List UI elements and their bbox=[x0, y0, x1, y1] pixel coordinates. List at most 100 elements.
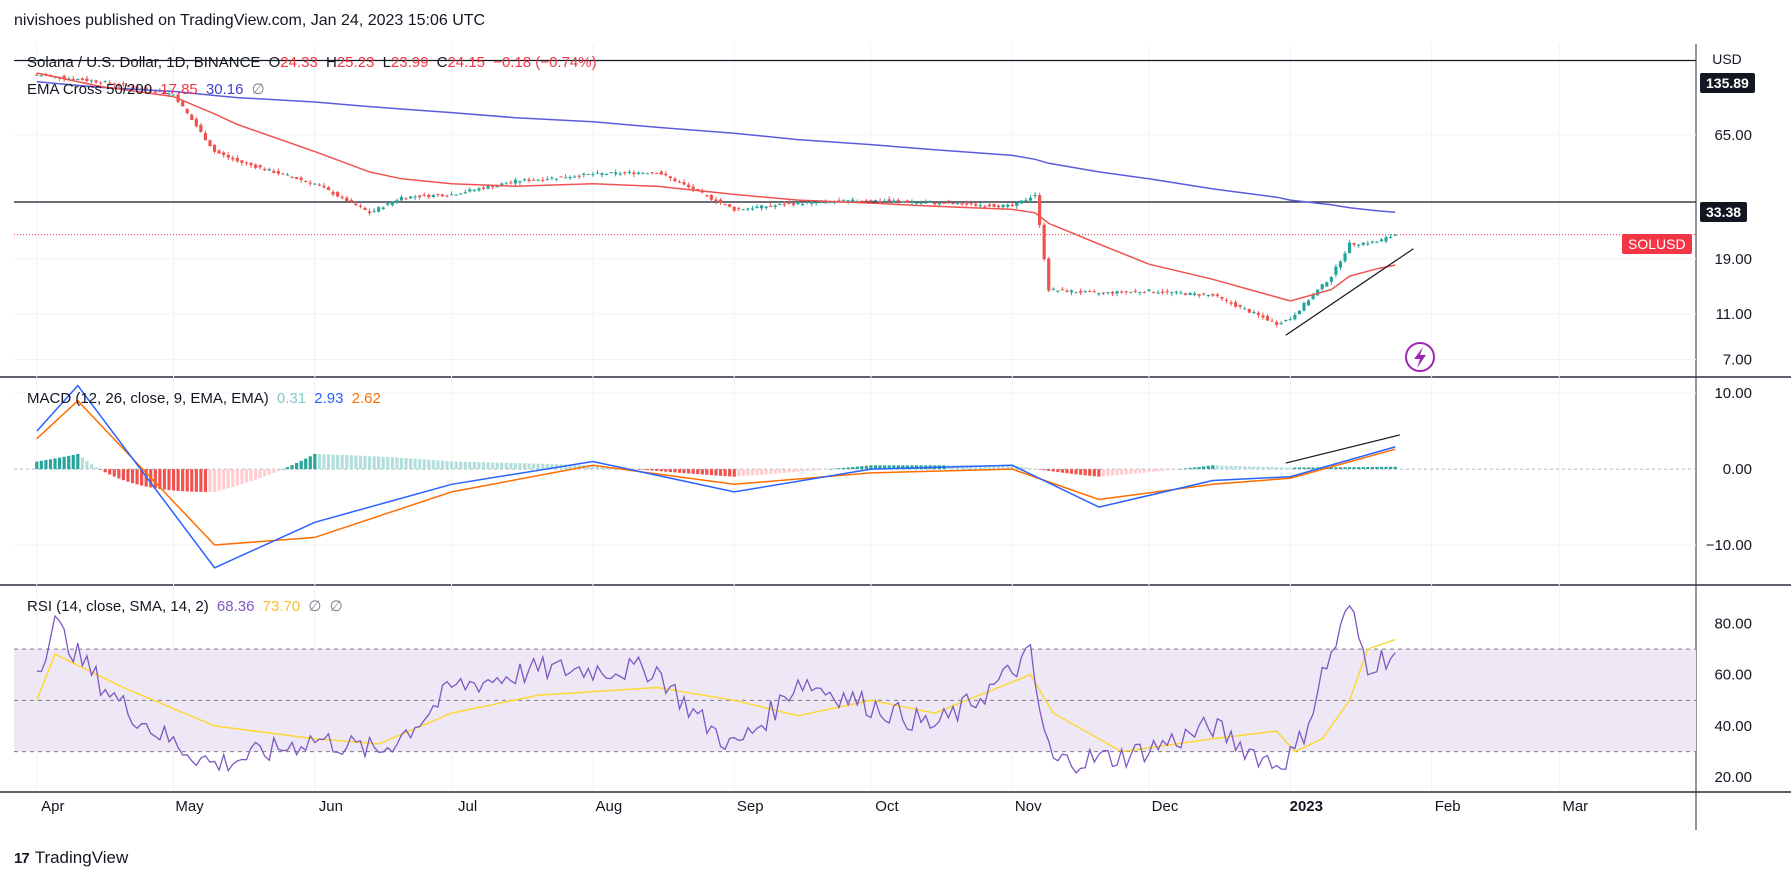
macd-hist-bar bbox=[691, 469, 695, 474]
open-value: 24.33 bbox=[280, 54, 318, 71]
macd-hist-bar bbox=[1338, 467, 1343, 470]
macd-hist-bar bbox=[1188, 467, 1192, 470]
candle-body bbox=[399, 196, 404, 201]
macd-hist-bar bbox=[295, 462, 299, 470]
macd-hist-bar bbox=[94, 467, 98, 470]
candle-body bbox=[887, 199, 891, 202]
candle-body bbox=[919, 202, 923, 204]
candle-body bbox=[773, 205, 777, 207]
macd-hist-bar bbox=[80, 457, 84, 470]
candle-body bbox=[208, 140, 212, 147]
macd-axis-tick: 0.00 bbox=[1723, 461, 1752, 478]
candle-body bbox=[481, 187, 486, 190]
tradingview-logo[interactable]: 17 TradingView bbox=[14, 848, 128, 868]
candle-body bbox=[700, 191, 704, 193]
macd-hist-bar bbox=[873, 465, 878, 470]
macd-hist-bar bbox=[563, 464, 568, 470]
macd-hist-bar bbox=[632, 469, 636, 470]
candle-body bbox=[1165, 291, 1169, 293]
macd-hist-bar bbox=[468, 461, 472, 470]
candle-body bbox=[814, 202, 818, 204]
candle-body bbox=[1142, 292, 1147, 294]
candle-body bbox=[1161, 291, 1165, 293]
candle-body bbox=[89, 80, 94, 82]
macd-hist-bar bbox=[1106, 469, 1110, 476]
candle-body bbox=[304, 180, 308, 182]
macd-hist-bar bbox=[181, 469, 185, 492]
candle-body bbox=[974, 203, 978, 206]
macd-hist-bar bbox=[231, 469, 235, 487]
candle-body bbox=[623, 172, 627, 174]
candle-body bbox=[655, 173, 659, 175]
candle-body bbox=[1024, 199, 1028, 201]
macd-hist-bar bbox=[1147, 469, 1151, 473]
candle-body bbox=[1329, 277, 1333, 282]
macd-hist-bar bbox=[851, 466, 855, 470]
macd-hist-bar bbox=[682, 469, 686, 474]
macd-hist-bar bbox=[810, 469, 814, 471]
macd-hist-bar bbox=[1247, 466, 1251, 470]
candle-body bbox=[285, 174, 290, 176]
candle-body bbox=[573, 176, 577, 178]
macd-hist-bar bbox=[700, 469, 704, 475]
macd-hist-bar bbox=[1202, 466, 1206, 470]
macd-hist-bar bbox=[664, 469, 668, 472]
macd-hist-bar bbox=[57, 457, 62, 470]
macd-hist-bar bbox=[532, 463, 536, 470]
macd-hist-bar bbox=[1088, 469, 1092, 476]
macd-axis-tick: 10.00 bbox=[1714, 385, 1752, 402]
candle-body bbox=[80, 78, 84, 81]
macd-hist-bar bbox=[687, 469, 691, 474]
rsi-axis-tick: 20.00 bbox=[1714, 769, 1752, 786]
candle-body bbox=[1215, 294, 1219, 297]
candle-body bbox=[1343, 253, 1347, 262]
macd-hist-bar bbox=[1129, 469, 1133, 474]
macd-hist-bar bbox=[103, 469, 107, 473]
macd-hist-bar bbox=[573, 464, 577, 470]
macd-hist-bar bbox=[203, 469, 208, 492]
macd-hist-bar bbox=[67, 455, 71, 470]
rsi-ma-line bbox=[36, 638, 1396, 753]
macd-hist-bar bbox=[846, 467, 850, 470]
macd-hist-bar bbox=[317, 454, 321, 470]
macd-hist-bar bbox=[285, 467, 290, 470]
candle-body bbox=[331, 191, 335, 195]
tradingview-brand: TradingView bbox=[34, 848, 129, 867]
candle-body bbox=[591, 174, 595, 176]
macd-hist-bar bbox=[1306, 467, 1311, 470]
candle-body bbox=[978, 205, 982, 207]
candle-body bbox=[1156, 292, 1160, 294]
candle-body bbox=[431, 195, 435, 197]
macd-hist-bar bbox=[1252, 466, 1256, 470]
candle-body bbox=[1033, 194, 1037, 197]
candle-body bbox=[636, 172, 641, 174]
macd-hist-bar bbox=[427, 459, 431, 470]
macd-hist-bar bbox=[322, 454, 326, 470]
candle-body bbox=[1083, 290, 1087, 292]
macd-hist-bar bbox=[1183, 468, 1188, 470]
candle-body bbox=[1279, 323, 1283, 325]
candle-body bbox=[463, 192, 467, 194]
candle-body bbox=[728, 204, 732, 207]
macd-hist-bar bbox=[1375, 466, 1379, 470]
ema50-value: 17.85 bbox=[160, 81, 198, 98]
time-axis-label: Feb bbox=[1435, 798, 1461, 815]
candle-body bbox=[755, 206, 759, 208]
macd-hist-bar bbox=[723, 469, 727, 477]
candle-body bbox=[377, 207, 381, 212]
candle-body bbox=[536, 179, 540, 181]
candle-body bbox=[1188, 292, 1192, 295]
macd-hist-bar bbox=[869, 465, 873, 470]
candle-body bbox=[960, 203, 964, 205]
candle-body bbox=[39, 75, 43, 77]
candle-body bbox=[691, 186, 695, 190]
macd-hist-bar bbox=[1361, 467, 1365, 470]
macd-hist-bar bbox=[728, 469, 732, 477]
macd-hist-bar bbox=[377, 456, 381, 470]
macd-hist-bar bbox=[1120, 469, 1124, 475]
candle-body bbox=[837, 200, 841, 202]
trend-line bbox=[1285, 248, 1414, 336]
candle-body bbox=[217, 150, 221, 154]
candle-body bbox=[604, 173, 609, 175]
